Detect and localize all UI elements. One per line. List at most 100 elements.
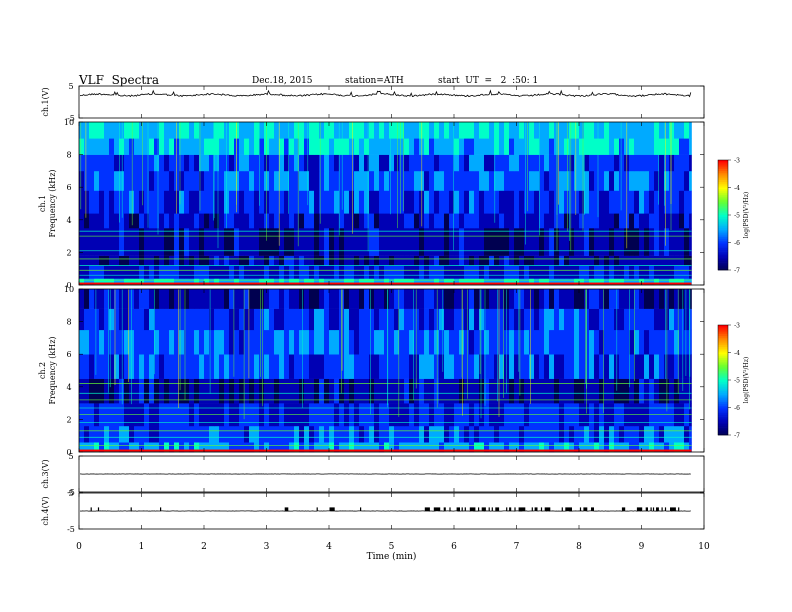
ch1-spectrogram-cell-227	[599, 265, 605, 279]
ch2-spectrogram-cell-896	[254, 289, 260, 309]
ch2-spectrogram-cell-724	[624, 329, 630, 355]
ch2-spectrogram-cell-913	[339, 289, 345, 309]
ch1-spectrogram-cell-388	[174, 227, 180, 256]
ch2-spectrogram-cell-408	[274, 378, 280, 404]
ch1-spectrogram-cell-162	[274, 265, 280, 279]
ch2-spectrogram-cell-84	[499, 442, 505, 453]
ch2-spectrogram-cell-174	[334, 425, 340, 443]
ch1-spectrogram-cell-657	[289, 190, 295, 214]
ch2-spectrogram-cell-401	[239, 378, 245, 404]
ch1-spectrogram-cell-297	[334, 255, 340, 266]
ch2-spectrogram-cell-62	[389, 442, 395, 453]
ch2-spectrogram-cell-155	[239, 425, 245, 443]
ch2-spectrogram-cell-592	[579, 354, 585, 379]
ch2-spectrogram-cell-8	[119, 442, 125, 453]
ch1-spectrogram-cell-1064	[479, 138, 485, 155]
ch1-spectrogram-cell-172	[324, 265, 330, 279]
ch2-spectrogram-cell-425	[359, 378, 365, 404]
ch2-spectrogram-cell-552	[379, 354, 385, 379]
ch2-spectrogram-cell-511	[174, 354, 180, 379]
ch1-spectrogram-cell-975	[649, 154, 655, 172]
ch1-spectrogram-cell-285	[274, 255, 280, 266]
ch2-spectrogram-cell-11	[134, 442, 140, 453]
ch2-spectrogram-cell-917	[359, 289, 365, 309]
xaxis-tick-label-1: 1	[139, 542, 145, 552]
ch1-spectrogram-cell-611	[674, 213, 680, 229]
ch1-spectrogram-cell-1097	[644, 138, 650, 155]
ch2-spectrogram-cell-861	[79, 289, 85, 309]
ch2-spectrogram-cell-976	[654, 289, 660, 309]
ch2-spectrogram-cell-531	[274, 354, 280, 379]
ch2-spectrogram-cell-869	[119, 289, 125, 309]
ch2-spectrogram-colorbar-step-38	[718, 394, 728, 397]
ch2-spectrogram-cell-699	[499, 329, 505, 355]
ch1-spectrogram-cell-151	[219, 265, 225, 279]
ch1-spectrogram-cell-31	[234, 278, 240, 286]
ch2-spectrogram-cell-82	[489, 442, 495, 453]
ch1-spectrogram-cell-241	[669, 265, 675, 279]
ch2-spectrogram-cell-27	[214, 442, 220, 453]
ch1-spectrogram-cell-923	[389, 154, 395, 172]
ch1-spectrogram-cell-789	[334, 170, 340, 191]
ch1-spectrogram-cell-1011	[214, 138, 220, 155]
ch1-spectrogram-cell-715	[579, 190, 585, 214]
ch2-spectrogram-ytick-label-0: 0	[66, 448, 71, 457]
ch2-spectrogram-colorbar-step-19	[718, 359, 728, 362]
ch2-spectrogram-cell-842	[599, 308, 605, 331]
ch1-spectrogram-cell-912	[334, 154, 340, 172]
ch1-spectrogram-cell-872	[134, 154, 140, 172]
ch1-spectrogram-cell-1166	[374, 122, 380, 139]
ch2-spectrogram-colorbar-step-52	[718, 420, 728, 423]
ch1-spectrogram-cell-878	[164, 154, 170, 172]
ch1-spectrogram-cell-910	[324, 154, 330, 172]
ch2-spectrogram-colorbar-step-55	[718, 425, 728, 428]
ch1-spectrogram-cell-1066	[489, 138, 495, 155]
ch1-spectrogram-cell-788	[329, 170, 335, 191]
ch1-spectrogram-cell-306	[379, 255, 385, 266]
ch1-spectrogram-cell-400	[234, 227, 240, 256]
ch1-spectrogram-cell-336	[529, 255, 535, 266]
ch2-spectrogram-cell-92	[539, 442, 545, 453]
ch2-spectrogram-cell-636	[184, 329, 190, 355]
ch2-spectrogram-cell-514	[189, 354, 195, 379]
ch1-spectrogram-cell-758	[179, 170, 185, 191]
ch1-spectrogram-cell-1113	[109, 122, 115, 139]
ch1-spectrogram-cell-783	[304, 170, 310, 191]
ch4-waveform-pulse-13	[461, 507, 463, 511]
ch4-waveform-pulse-21	[506, 507, 508, 511]
ch1-spectrogram-cell-526	[249, 213, 255, 229]
ch2-spectrogram-cell-981	[679, 289, 685, 309]
ch2-spectrogram-cell-583	[534, 354, 540, 379]
ch2-spectrogram-cell-664	[324, 329, 330, 355]
ch1-spectrogram-cell-760	[189, 170, 195, 191]
ch1-spectrogram-cell-5	[104, 278, 110, 286]
ch1-spectrogram-cell-1029	[304, 138, 310, 155]
ch1-spectrogram-cell-928	[414, 154, 420, 172]
ch1-spectrogram-cell-270	[199, 255, 205, 266]
ch2-spectrogram-cell-964	[594, 289, 600, 309]
ch1-spectrogram-cell-460	[534, 227, 540, 256]
ch2-spectrogram-cell-951	[529, 289, 535, 309]
ch2-spectrogram-cell-900	[274, 289, 280, 309]
ch1-spectrogram-cell-527	[254, 213, 260, 229]
ch2-spectrogram-cell-199	[459, 425, 465, 443]
ch2-spectrogram-cell-372	[94, 378, 100, 404]
ch1-spectrogram-cell-378	[124, 227, 130, 256]
ch1-spectrogram-cell-816	[469, 170, 475, 191]
ch1-spectrogram-cell-591	[574, 213, 580, 229]
ch1-spectrogram-cell-1045	[384, 138, 390, 155]
ch2-spectrogram-cell-963	[589, 289, 595, 309]
ch1-spectrogram-cell-530	[269, 213, 275, 229]
ch1-spectrogram-cell-651	[259, 190, 265, 214]
ch4-waveform-pulse-16	[478, 507, 480, 511]
ch1-spectrogram-cell-610	[669, 213, 675, 229]
ch1-spectrogram-cell-681	[409, 190, 415, 214]
ch2-spectrogram-cell-742	[99, 308, 105, 331]
ch2-spectrogram-cell-146	[194, 425, 200, 443]
ch1-spectrogram-colorbar-step-31	[718, 216, 728, 219]
ch1-spectrogram-cell-617	[89, 190, 95, 214]
ch2-spectrogram-cell-382	[144, 378, 150, 404]
ch1-spectrogram-cell-394	[204, 227, 210, 256]
ch2-spectrogram-cell-426	[364, 378, 370, 404]
ch1-spectrogram-ytick-label-4: 8	[66, 151, 71, 160]
